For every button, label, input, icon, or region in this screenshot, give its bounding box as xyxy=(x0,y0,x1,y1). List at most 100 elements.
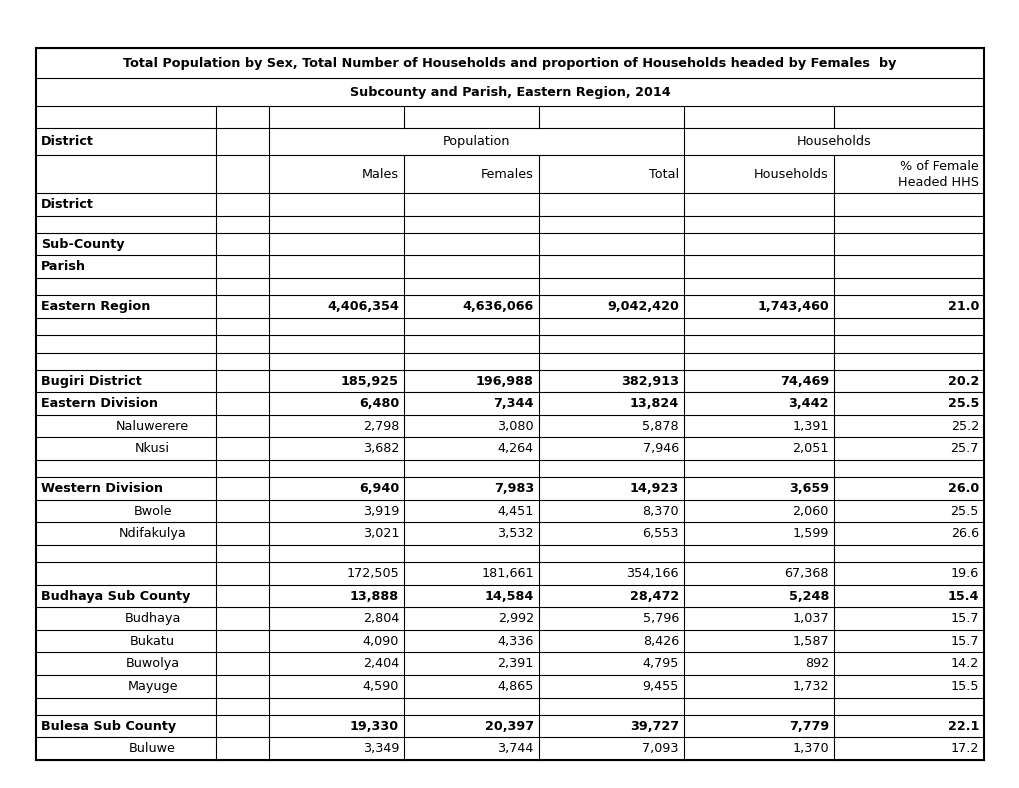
Text: Buluwe: Buluwe xyxy=(129,742,176,755)
Text: 1,037: 1,037 xyxy=(792,612,828,625)
Text: Sub-County: Sub-County xyxy=(41,238,124,251)
Text: 8,426: 8,426 xyxy=(642,634,679,648)
Text: 8,370: 8,370 xyxy=(642,504,679,518)
Text: District: District xyxy=(41,198,94,210)
Text: 2,404: 2,404 xyxy=(363,657,398,671)
Text: 5,796: 5,796 xyxy=(642,612,679,625)
Text: 19,330: 19,330 xyxy=(350,719,398,733)
Text: 2,798: 2,798 xyxy=(363,420,398,433)
Text: Buwolya: Buwolya xyxy=(125,657,179,671)
Text: 25.5: 25.5 xyxy=(947,397,978,411)
Text: 3,919: 3,919 xyxy=(363,504,398,518)
Text: 4,451: 4,451 xyxy=(497,504,533,518)
Text: 2,804: 2,804 xyxy=(363,612,398,625)
Text: Mayuge: Mayuge xyxy=(127,680,177,693)
Text: 1,391: 1,391 xyxy=(792,420,828,433)
Text: 3,659: 3,659 xyxy=(788,482,828,495)
Text: 4,590: 4,590 xyxy=(363,680,398,693)
Text: 14,923: 14,923 xyxy=(629,482,679,495)
Text: Ndifakulya: Ndifakulya xyxy=(118,527,186,541)
Text: Males: Males xyxy=(362,168,398,180)
Text: Total: Total xyxy=(648,168,679,180)
Text: Naluwerere: Naluwerere xyxy=(116,420,189,433)
Text: 4,865: 4,865 xyxy=(497,680,533,693)
Text: Eastern Region: Eastern Region xyxy=(41,300,150,313)
Text: 5,878: 5,878 xyxy=(642,420,679,433)
Text: 7,983: 7,983 xyxy=(493,482,533,495)
Text: 5,248: 5,248 xyxy=(788,589,828,603)
Text: 3,744: 3,744 xyxy=(497,742,533,755)
Text: 15.4: 15.4 xyxy=(947,589,978,603)
Text: 20,397: 20,397 xyxy=(484,719,533,733)
Text: Bwole: Bwole xyxy=(133,504,171,518)
Text: 3,532: 3,532 xyxy=(497,527,533,541)
Text: Parish: Parish xyxy=(41,260,86,273)
Text: 3,349: 3,349 xyxy=(363,742,398,755)
Text: Total Population by Sex, Total Number of Households and proportion of Households: Total Population by Sex, Total Number of… xyxy=(123,57,896,69)
Text: 25.7: 25.7 xyxy=(950,442,978,455)
Text: 17.2: 17.2 xyxy=(950,742,978,755)
Text: 14.2: 14.2 xyxy=(950,657,978,671)
Text: 6,940: 6,940 xyxy=(359,482,398,495)
Text: 1,370: 1,370 xyxy=(792,742,828,755)
Text: 1,587: 1,587 xyxy=(792,634,828,648)
Text: 15.7: 15.7 xyxy=(950,634,978,648)
Text: 7,344: 7,344 xyxy=(493,397,533,411)
Text: Bukatu: Bukatu xyxy=(130,634,175,648)
Text: 4,636,066: 4,636,066 xyxy=(463,300,533,313)
Text: Bulesa Sub County: Bulesa Sub County xyxy=(41,719,176,733)
Text: Nkusi: Nkusi xyxy=(135,442,170,455)
Text: 185,925: 185,925 xyxy=(340,374,398,388)
Text: 13,824: 13,824 xyxy=(629,397,679,411)
Text: 26.0: 26.0 xyxy=(947,482,978,495)
Text: 172,505: 172,505 xyxy=(346,567,398,580)
Text: Budhaya: Budhaya xyxy=(124,612,180,625)
Text: Eastern Division: Eastern Division xyxy=(41,397,158,411)
Text: Households: Households xyxy=(796,135,870,148)
Text: 6,553: 6,553 xyxy=(642,527,679,541)
Text: Females: Females xyxy=(481,168,533,180)
Text: 354,166: 354,166 xyxy=(626,567,679,580)
Text: 2,060: 2,060 xyxy=(792,504,828,518)
Text: 14,584: 14,584 xyxy=(484,589,533,603)
Text: 20.2: 20.2 xyxy=(947,374,978,388)
Text: District: District xyxy=(41,135,94,148)
Text: 3,080: 3,080 xyxy=(497,420,533,433)
Text: 22.1: 22.1 xyxy=(947,719,978,733)
Text: 39,727: 39,727 xyxy=(629,719,679,733)
Text: 25.2: 25.2 xyxy=(950,420,978,433)
Text: 181,661: 181,661 xyxy=(481,567,533,580)
Text: 4,795: 4,795 xyxy=(642,657,679,671)
Text: 4,336: 4,336 xyxy=(497,634,533,648)
Text: 25.5: 25.5 xyxy=(950,504,978,518)
Text: % of Female: % of Female xyxy=(900,159,978,173)
Text: 4,090: 4,090 xyxy=(363,634,398,648)
Text: Households: Households xyxy=(753,168,828,180)
Text: 4,264: 4,264 xyxy=(497,442,533,455)
Text: 7,779: 7,779 xyxy=(788,719,828,733)
Text: 26.6: 26.6 xyxy=(950,527,978,541)
Text: 67,368: 67,368 xyxy=(784,567,828,580)
Text: 4,406,354: 4,406,354 xyxy=(327,300,398,313)
Text: 13,888: 13,888 xyxy=(350,589,398,603)
Text: 15.5: 15.5 xyxy=(950,680,978,693)
Text: 15.7: 15.7 xyxy=(950,612,978,625)
Text: 2,391: 2,391 xyxy=(497,657,533,671)
Text: Population: Population xyxy=(442,135,510,148)
Text: Western Division: Western Division xyxy=(41,482,163,495)
Text: 9,042,420: 9,042,420 xyxy=(606,300,679,313)
Text: 21.0: 21.0 xyxy=(947,300,978,313)
Text: 2,051: 2,051 xyxy=(792,442,828,455)
Text: 3,442: 3,442 xyxy=(788,397,828,411)
Text: 3,682: 3,682 xyxy=(363,442,398,455)
Text: 196,988: 196,988 xyxy=(476,374,533,388)
Text: 19.6: 19.6 xyxy=(950,567,978,580)
Text: 3,021: 3,021 xyxy=(362,527,398,541)
Text: Budhaya Sub County: Budhaya Sub County xyxy=(41,589,191,603)
Text: Headed HHS: Headed HHS xyxy=(897,176,978,188)
Text: 1,599: 1,599 xyxy=(792,527,828,541)
Text: 28,472: 28,472 xyxy=(629,589,679,603)
Text: 2,992: 2,992 xyxy=(497,612,533,625)
Text: 9,455: 9,455 xyxy=(642,680,679,693)
Text: 382,913: 382,913 xyxy=(621,374,679,388)
